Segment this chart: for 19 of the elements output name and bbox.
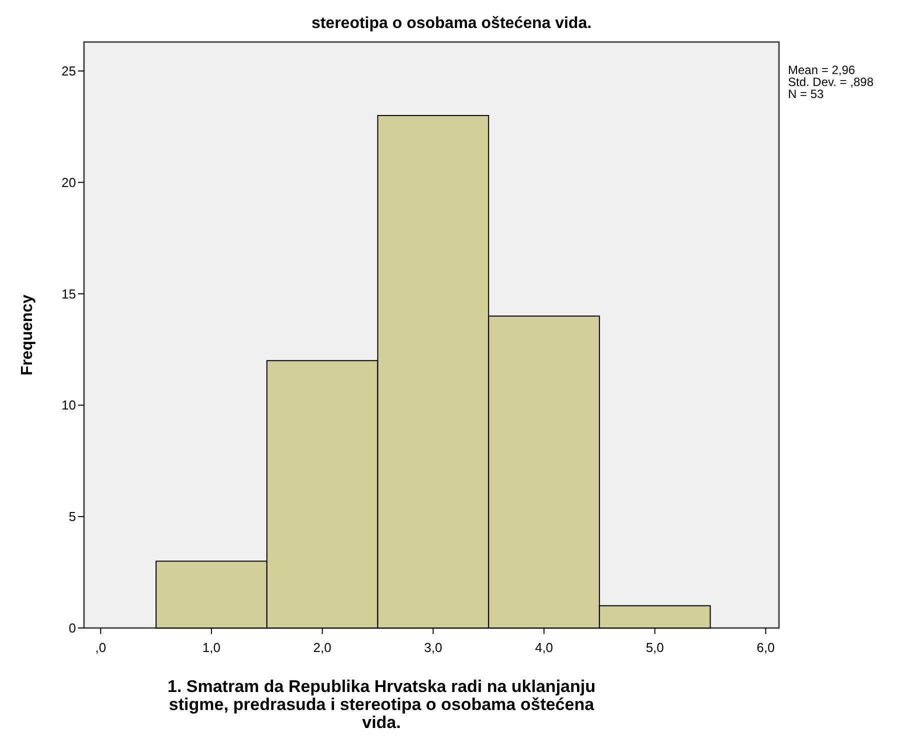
- y-tick-label: 10: [62, 398, 76, 413]
- chart-title: stereotipa o osobama oštećena vida.: [311, 15, 592, 32]
- text: Mean = 2,96: [788, 63, 856, 77]
- y-tick-label: 5: [68, 509, 76, 524]
- y-axis-title: Frequency: [19, 294, 36, 376]
- x-axis-title: 1. Smatram da Republika Hrvatska radi na uklanjanju stigme, predrasuda i stereotipa o osobama oštećena vida.: [168, 677, 596, 732]
- text: N = 53: [788, 87, 824, 101]
- x-tick-label: 6,0: [756, 640, 775, 655]
- x-tick-label: 2,0: [313, 640, 332, 655]
- x-tick-label: 5,0: [646, 640, 664, 655]
- y-tick-label: 20: [62, 174, 76, 190]
- y-tick-label: 0: [68, 620, 76, 636]
- text: Std. Dev. = ,898: [788, 75, 874, 89]
- x-tick-label: 1,0: [202, 640, 221, 655]
- x-tick-label: 4,0: [534, 640, 554, 655]
- y-tick-label: 15: [62, 286, 76, 302]
- x-tick-label: 3,0: [424, 640, 442, 655]
- x-tick-label: ,0: [95, 640, 106, 655]
- y-tick-label: 25: [62, 64, 76, 79]
